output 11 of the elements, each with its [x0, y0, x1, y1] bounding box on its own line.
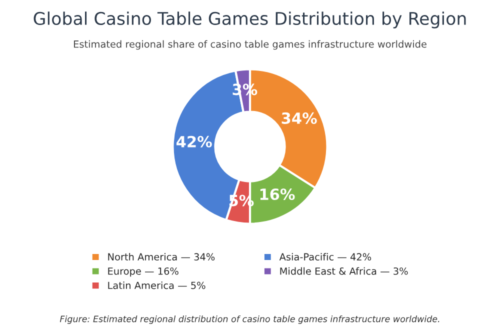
legend-label: Middle East & Africa — 3% [280, 267, 408, 275]
legend-label: Asia-Pacific — 42% [279, 253, 372, 261]
legend-label: North America — 34% [108, 253, 215, 261]
text: Figure: Estimated regional distribution of casino table games infrastructure worldwide. [60, 315, 440, 324]
legend-label: Europe — 16% [108, 267, 178, 277]
data-label: 42% [176, 136, 212, 148]
legend-label: Latin America — 5% [108, 282, 206, 290]
chart-title: Global Casino Table Games Distribution by Region [34, 12, 466, 28]
chart-subtitle: Estimated regional share of casino table games infrastructure worldwide [74, 40, 426, 50]
data-label: 16% [260, 188, 295, 200]
data-label: 34% [282, 112, 317, 124]
